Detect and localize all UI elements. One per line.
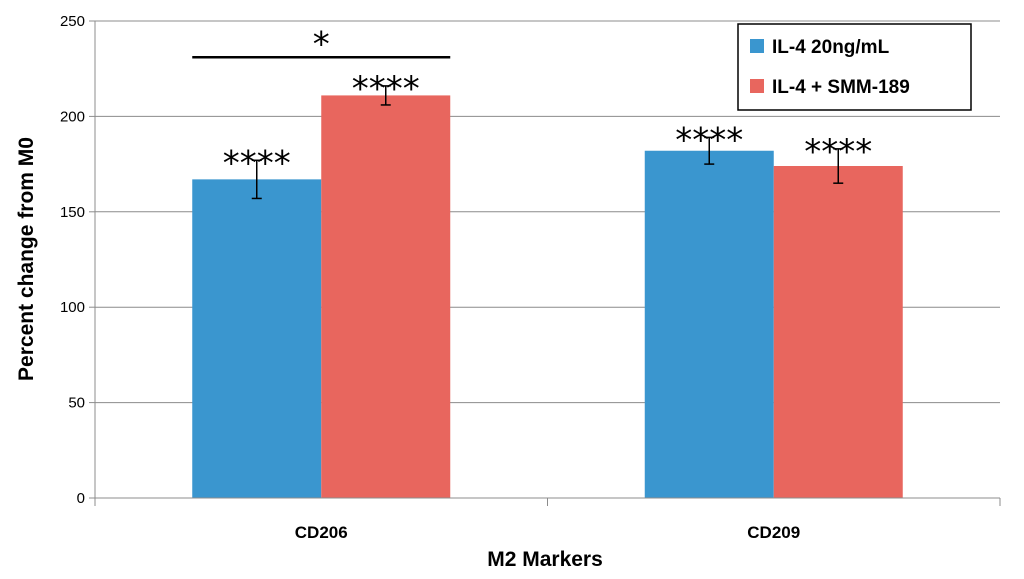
bar-cd209-series-1	[644, 150, 774, 498]
legend-box	[737, 23, 972, 111]
y-tick-label-250: 250	[60, 13, 85, 30]
labels: 0 50 100 150 200 250 **** **** CD206 **** **** CD20…	[60, 13, 872, 542]
bar-cd206-series-1	[192, 179, 322, 498]
category-label-cd209: CD209	[747, 523, 800, 542]
axes	[89, 20, 1001, 506]
x-axis-title: M2 Markers	[487, 548, 603, 571]
legend-label-series-1: IL-4 20ng/mL	[772, 37, 890, 58]
significance-bracket-label: *	[313, 24, 330, 64]
category-label-cd206: CD206	[295, 523, 348, 542]
y-tick-label-50: 50	[68, 395, 85, 412]
bars	[192, 85, 903, 499]
legend-label-series-2: IL-4 + SMM-189	[772, 77, 910, 98]
bar-cd206-series-2	[321, 95, 451, 499]
y-tick-label-100: 100	[60, 299, 85, 316]
significance-label-cd209-series-1: ****	[675, 120, 743, 160]
significance-label-cd209-series-2: ****	[804, 132, 872, 172]
legend-swatch-series-1	[750, 39, 764, 53]
y-tick-label-0: 0	[77, 490, 85, 507]
y-tick-label-150: 150	[60, 204, 85, 221]
legend-swatch-series-2	[750, 79, 764, 93]
bar-cd209-series-2	[773, 166, 903, 498]
significance-label-cd206-series-2: ****	[352, 69, 420, 109]
legend: IL-4 20ng/mL IL-4 + SMM-189	[737, 23, 972, 111]
y-axis-title: Percent change from M0	[15, 137, 38, 381]
significance-label-cd206-series-1: ****	[223, 143, 291, 183]
y-tick-label-200: 200	[60, 108, 85, 125]
